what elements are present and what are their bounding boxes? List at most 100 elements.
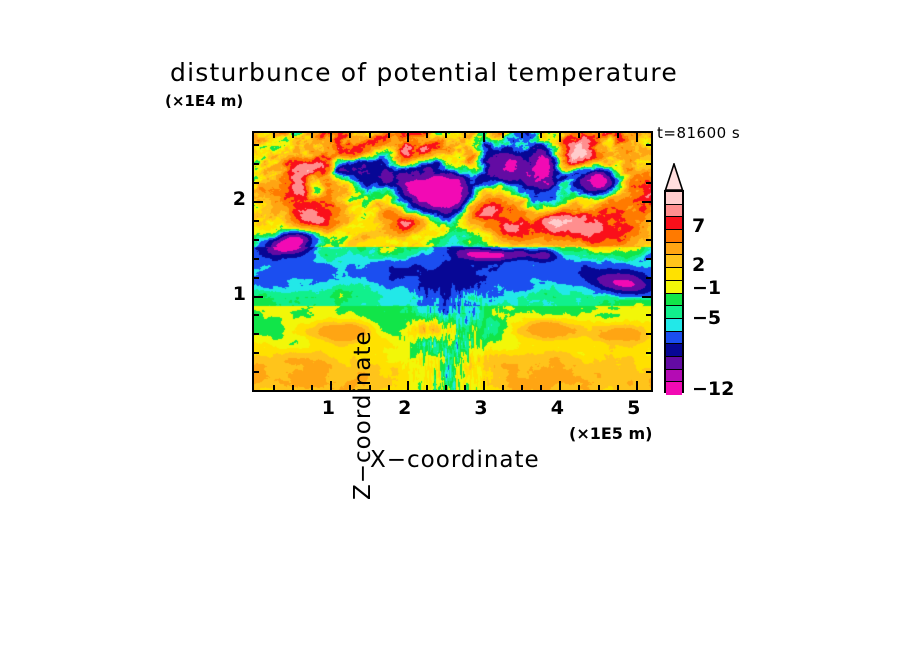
colorbar-band bbox=[666, 382, 682, 395]
contour-field-canvas bbox=[254, 133, 651, 390]
minor-tick bbox=[292, 133, 295, 138]
colorbar-bands bbox=[664, 190, 684, 395]
major-tick bbox=[559, 133, 562, 142]
minor-tick bbox=[578, 385, 581, 390]
y-axis-title: Z−coordinate bbox=[350, 330, 376, 500]
minor-tick bbox=[646, 371, 651, 374]
minor-tick bbox=[254, 257, 259, 260]
minor-tick bbox=[254, 314, 259, 317]
colorbar-band bbox=[666, 356, 682, 370]
x-tick-label: 1 bbox=[321, 397, 335, 419]
minor-tick bbox=[368, 133, 371, 138]
minor-tick bbox=[646, 144, 651, 147]
colorbar-band bbox=[666, 268, 682, 281]
minor-tick bbox=[292, 385, 295, 390]
minor-tick bbox=[273, 133, 276, 138]
colorbar-tick-label: −5 bbox=[692, 307, 722, 329]
minor-tick bbox=[616, 133, 619, 138]
x-axis-title: X−coordinate bbox=[370, 447, 540, 473]
colorbar-tick-label: 7 bbox=[692, 215, 706, 237]
colorbar-band bbox=[666, 280, 682, 294]
minor-tick bbox=[311, 133, 314, 138]
minor-tick bbox=[368, 385, 371, 390]
contour-plot-area bbox=[252, 131, 653, 392]
minor-tick bbox=[646, 163, 651, 166]
colorbar-band bbox=[666, 204, 682, 218]
minor-tick bbox=[463, 133, 466, 138]
colorbar-band bbox=[666, 344, 682, 357]
colorbar-band bbox=[666, 217, 682, 231]
minor-tick bbox=[646, 238, 651, 241]
minor-tick bbox=[463, 385, 466, 390]
major-tick bbox=[254, 295, 263, 298]
major-tick bbox=[559, 381, 562, 390]
x-tick-label: 5 bbox=[627, 397, 641, 419]
major-tick bbox=[406, 381, 409, 390]
minor-tick bbox=[349, 385, 352, 390]
x-axis-unit-label: (×1E5 m) bbox=[569, 424, 653, 443]
x-tick-label: 2 bbox=[398, 397, 412, 419]
y-axis-title-wrapper: Z−coordinate bbox=[200, 330, 376, 500]
minor-tick bbox=[646, 276, 651, 279]
minor-tick bbox=[425, 133, 428, 138]
colorbar-tick-label: −1 bbox=[692, 277, 722, 299]
colorbar-band bbox=[666, 331, 682, 345]
colorbar-top-arrow-icon bbox=[664, 163, 684, 191]
minor-tick bbox=[254, 238, 259, 241]
major-tick bbox=[635, 133, 638, 142]
major-tick bbox=[406, 133, 409, 142]
minor-tick bbox=[254, 163, 259, 166]
minor-tick bbox=[646, 314, 651, 317]
major-tick bbox=[635, 381, 638, 390]
minor-tick bbox=[311, 385, 314, 390]
x-tick-label: 4 bbox=[550, 397, 564, 419]
minor-tick bbox=[646, 352, 651, 355]
minor-tick bbox=[502, 385, 505, 390]
major-tick bbox=[642, 201, 651, 204]
colorbar-tick-label: −12 bbox=[692, 378, 735, 400]
minor-tick bbox=[646, 182, 651, 185]
minor-tick bbox=[578, 133, 581, 138]
minor-tick bbox=[616, 385, 619, 390]
minor-tick bbox=[387, 133, 390, 138]
minor-tick bbox=[254, 371, 259, 374]
major-tick bbox=[642, 295, 651, 298]
minor-tick bbox=[540, 133, 543, 138]
major-tick bbox=[330, 381, 333, 390]
minor-tick bbox=[444, 385, 447, 390]
colorbar-band bbox=[666, 255, 682, 269]
colorbar-band bbox=[666, 242, 682, 256]
timestamp-annotation: t=81600 s bbox=[657, 124, 741, 142]
minor-tick bbox=[646, 219, 651, 222]
colorbar-band bbox=[666, 192, 682, 205]
minor-tick bbox=[597, 385, 600, 390]
y-tick-label: 2 bbox=[232, 188, 246, 211]
major-tick bbox=[330, 133, 333, 142]
minor-tick bbox=[273, 385, 276, 390]
major-tick bbox=[254, 201, 263, 204]
minor-tick bbox=[425, 385, 428, 390]
minor-tick bbox=[254, 333, 259, 336]
colorbar-band bbox=[666, 306, 682, 319]
minor-tick bbox=[521, 133, 524, 138]
minor-tick bbox=[521, 385, 524, 390]
colorbar bbox=[664, 163, 684, 395]
minor-tick bbox=[387, 385, 390, 390]
minor-tick bbox=[597, 133, 600, 138]
minor-tick bbox=[254, 276, 259, 279]
z-axis-unit-label: (×1E4 m) bbox=[165, 92, 244, 110]
colorbar-band bbox=[666, 318, 682, 332]
minor-tick bbox=[646, 333, 651, 336]
colorbar-band bbox=[666, 293, 682, 307]
minor-tick bbox=[254, 144, 259, 147]
minor-tick bbox=[646, 257, 651, 260]
colorbar-tick-label: 2 bbox=[692, 254, 706, 276]
chart-title: disturbunce of potential temperature bbox=[170, 58, 678, 87]
minor-tick bbox=[254, 219, 259, 222]
major-tick bbox=[483, 381, 486, 390]
minor-tick bbox=[349, 133, 352, 138]
minor-tick bbox=[254, 182, 259, 185]
minor-tick bbox=[254, 352, 259, 355]
y-tick-label: 1 bbox=[232, 282, 246, 305]
minor-tick bbox=[502, 133, 505, 138]
